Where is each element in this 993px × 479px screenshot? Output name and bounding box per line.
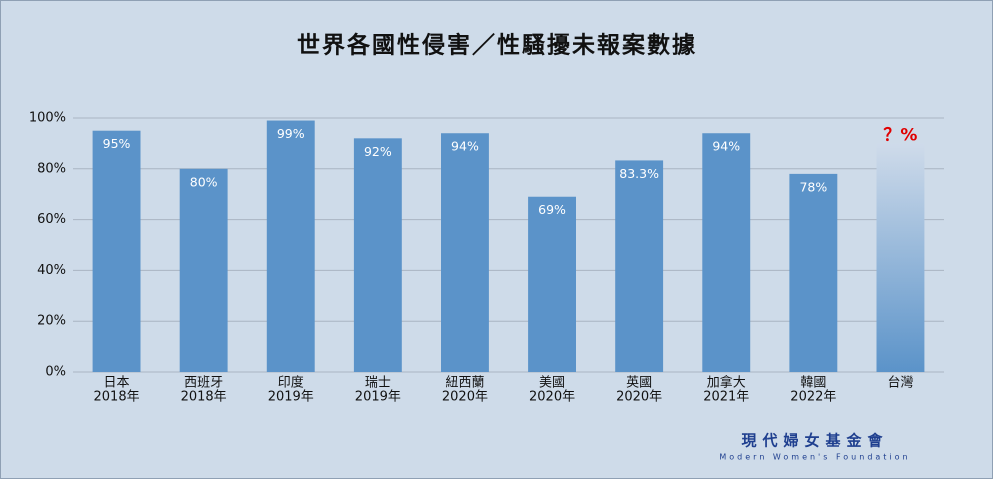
x-tick-label: 瑞士 (365, 376, 391, 391)
value-label: ？% (883, 125, 917, 145)
x-tick-label: 紐西蘭 (445, 375, 484, 391)
y-tick-label: 40% (37, 263, 66, 278)
x-tick-label: 台灣 (887, 376, 913, 391)
x-tick-year: 2020年 (529, 390, 575, 405)
x-tick-label: 美國 (539, 376, 565, 391)
value-label: 94% (712, 139, 740, 154)
value-label: 99% (277, 126, 305, 141)
y-tick-label: 80% (37, 161, 66, 176)
value-label: 94% (451, 139, 479, 154)
x-tick-year: 2020年 (616, 390, 662, 405)
x-tick-label: 印度 (278, 375, 304, 391)
value-label: 95% (103, 136, 131, 151)
bar (789, 173, 838, 372)
x-tick-label: 西班牙 (184, 376, 223, 391)
x-tick-year: 2020年 (442, 390, 488, 405)
bar (179, 168, 228, 372)
bar (353, 138, 402, 372)
y-tick-label: 20% (37, 314, 66, 329)
bar (440, 133, 489, 372)
value-label: 69% (538, 202, 566, 217)
y-tick-label: 60% (37, 212, 66, 227)
chart-title: 世界各國性侵害／性騷擾未報案數據 (297, 32, 697, 59)
value-label: 83.3% (619, 166, 659, 181)
foundation-name: 現代婦女基金會 (741, 432, 888, 450)
x-tick-year: 2021年 (703, 390, 749, 405)
x-tick-label: 英國 (626, 376, 652, 391)
x-tick-label: 加拿大 (707, 375, 746, 391)
bar (92, 130, 141, 372)
bar (702, 133, 751, 372)
x-tick-year: 2019年 (355, 390, 401, 405)
x-tick-year: 2018年 (94, 390, 140, 405)
y-tick-label: 0% (45, 365, 66, 380)
y-tick-label: 100% (29, 111, 66, 126)
x-tick-year: 2018年 (181, 390, 227, 405)
foundation-english: Modern Women's Foundation (719, 453, 910, 462)
x-tick-label: 日本 (104, 376, 130, 391)
value-label: 80% (190, 174, 218, 189)
bar (266, 120, 315, 372)
x-tick-year: 2022年 (790, 390, 836, 405)
bar (615, 160, 664, 372)
value-label: 92% (364, 144, 392, 159)
x-tick-label: 韓國 (800, 376, 826, 391)
bar (528, 196, 577, 372)
x-tick-year: 2019年 (268, 390, 314, 405)
bar (876, 143, 925, 372)
value-label: 78% (799, 179, 827, 194)
